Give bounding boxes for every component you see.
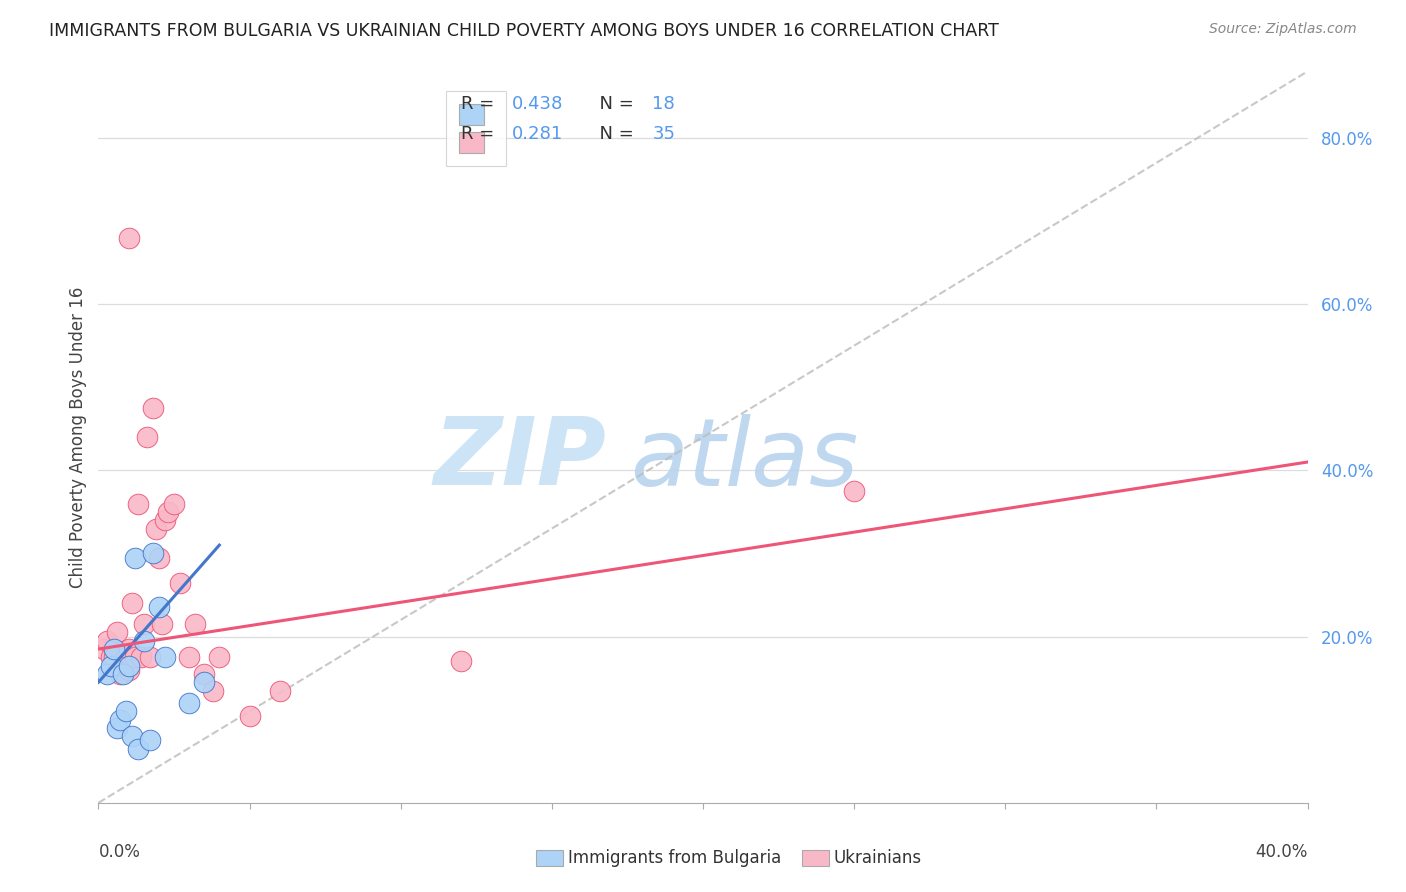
- Text: N =: N =: [588, 125, 640, 143]
- Point: [118, 642, 141, 657]
- Point: [184, 617, 207, 632]
- Text: 40.0%: 40.0%: [1256, 843, 1308, 861]
- Point: [150, 617, 173, 632]
- Point: [169, 575, 191, 590]
- Text: atlas: atlas: [630, 414, 859, 505]
- Text: 0.438: 0.438: [512, 95, 564, 113]
- Point: [127, 741, 149, 756]
- Text: IMMIGRANTS FROM BULGARIA VS UKRAINIAN CHILD POVERTY AMONG BOYS UNDER 16 CORRELAT: IMMIGRANTS FROM BULGARIA VS UKRAINIAN CH…: [49, 22, 1000, 40]
- Point: [124, 650, 146, 665]
- Point: [96, 633, 118, 648]
- Point: [100, 658, 122, 673]
- Point: [139, 733, 162, 747]
- Legend: , : ,: [446, 91, 506, 166]
- FancyBboxPatch shape: [536, 850, 562, 866]
- Point: [208, 650, 231, 665]
- Point: [844, 484, 866, 499]
- Point: [163, 497, 186, 511]
- Point: [111, 658, 134, 673]
- Point: [118, 230, 141, 244]
- Y-axis label: Child Poverty Among Boys Under 16: Child Poverty Among Boys Under 16: [69, 286, 87, 588]
- Point: [100, 650, 122, 665]
- Point: [105, 625, 128, 640]
- Point: [179, 696, 201, 710]
- Point: [148, 600, 170, 615]
- Point: [111, 667, 134, 681]
- Point: [145, 521, 167, 535]
- Point: [269, 683, 291, 698]
- Point: [193, 675, 215, 690]
- Point: [127, 497, 149, 511]
- Point: [121, 729, 143, 743]
- Text: 18: 18: [652, 95, 675, 113]
- Point: [121, 596, 143, 610]
- Point: [135, 430, 157, 444]
- Point: [142, 546, 165, 560]
- Point: [103, 650, 125, 665]
- Point: [193, 667, 215, 681]
- Point: [153, 650, 176, 665]
- Text: Source: ZipAtlas.com: Source: ZipAtlas.com: [1209, 22, 1357, 37]
- Text: 0.0%: 0.0%: [98, 843, 141, 861]
- Point: [239, 708, 262, 723]
- Point: [118, 663, 141, 677]
- Point: [96, 667, 118, 681]
- Point: [156, 505, 179, 519]
- Text: Ukrainians: Ukrainians: [834, 849, 922, 867]
- Text: 35: 35: [652, 125, 675, 143]
- Point: [124, 550, 146, 565]
- Text: R =: R =: [461, 125, 501, 143]
- Point: [142, 401, 165, 415]
- Text: R =: R =: [461, 95, 501, 113]
- Point: [103, 642, 125, 657]
- Text: N =: N =: [588, 95, 640, 113]
- Point: [139, 650, 162, 665]
- Point: [153, 513, 176, 527]
- Point: [108, 667, 131, 681]
- Text: 0.281: 0.281: [512, 125, 564, 143]
- Point: [132, 633, 155, 648]
- Point: [148, 550, 170, 565]
- FancyBboxPatch shape: [803, 850, 828, 866]
- Point: [118, 658, 141, 673]
- Point: [93, 642, 115, 657]
- Point: [108, 713, 131, 727]
- Text: Immigrants from Bulgaria: Immigrants from Bulgaria: [568, 849, 780, 867]
- Point: [132, 617, 155, 632]
- Point: [114, 705, 136, 719]
- Text: ZIP: ZIP: [433, 413, 606, 505]
- Point: [114, 650, 136, 665]
- Point: [129, 650, 152, 665]
- Point: [202, 683, 225, 698]
- Point: [105, 721, 128, 735]
- Point: [179, 650, 201, 665]
- Point: [450, 655, 472, 669]
